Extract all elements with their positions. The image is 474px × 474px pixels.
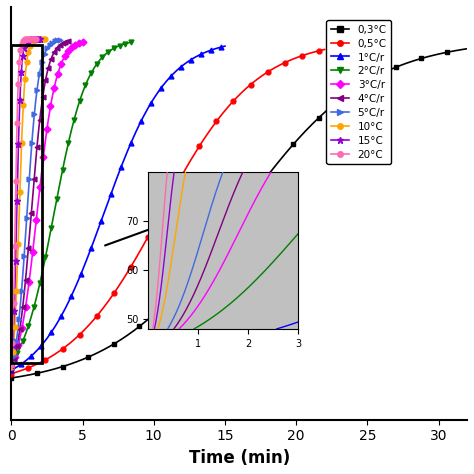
Legend: 0,3°C, 0,5°C, 1°C/r, 2°C/r, 3°C/r, 4°C/r, 5°C/r, 10°C, 15°C, 20°C: 0,3°C, 0,5°C, 1°C/r, 2°C/r, 3°C/r, 4°C/r…	[327, 20, 391, 164]
Bar	[11, 45, 42, 363]
X-axis label: Time (min): Time (min)	[189, 449, 290, 467]
